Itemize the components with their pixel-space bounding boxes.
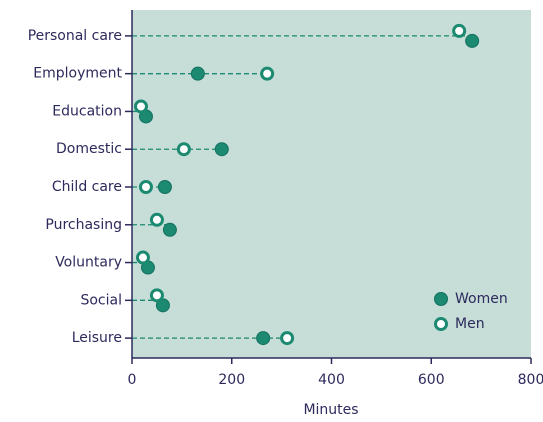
y-tick-label: Education — [52, 103, 122, 119]
y-tick-label: Purchasing — [45, 217, 122, 233]
y-tick-label: Voluntary — [55, 255, 122, 271]
dot-men — [280, 331, 295, 346]
legend-marker-women — [434, 292, 448, 306]
dot-women — [157, 180, 172, 194]
x-tick-label: 200 — [218, 372, 245, 388]
dot-women — [190, 66, 205, 81]
y-tick-label: Employment — [33, 66, 122, 82]
legend-label: Men — [455, 316, 485, 332]
dot-men — [133, 99, 148, 114]
y-tick-label: Leisure — [72, 330, 122, 346]
dot-men — [149, 288, 164, 303]
y-tick-label: Social — [80, 292, 122, 308]
dot-men — [135, 250, 150, 265]
dot-women — [256, 331, 271, 346]
x-axis-label: Minutes — [303, 402, 358, 418]
x-tick-label: 800 — [518, 372, 543, 388]
legend-label: Women — [455, 291, 508, 307]
dot-men — [260, 66, 275, 81]
dot-men — [149, 212, 164, 227]
x-tick-label: 400 — [318, 372, 345, 388]
dot-women — [214, 142, 229, 157]
dot-men — [452, 23, 467, 38]
dot-women — [162, 222, 177, 237]
y-tick-label: Child care — [52, 179, 122, 195]
y-tick-label: Domestic — [56, 141, 122, 157]
y-tick-label: Personal care — [28, 28, 122, 44]
dot-men — [138, 180, 153, 194]
x-tick-label: 0 — [128, 372, 137, 388]
dot-men — [176, 142, 191, 157]
dot-women — [465, 33, 480, 48]
legend-marker-men — [434, 317, 448, 331]
x-tick-label: 600 — [418, 372, 445, 388]
